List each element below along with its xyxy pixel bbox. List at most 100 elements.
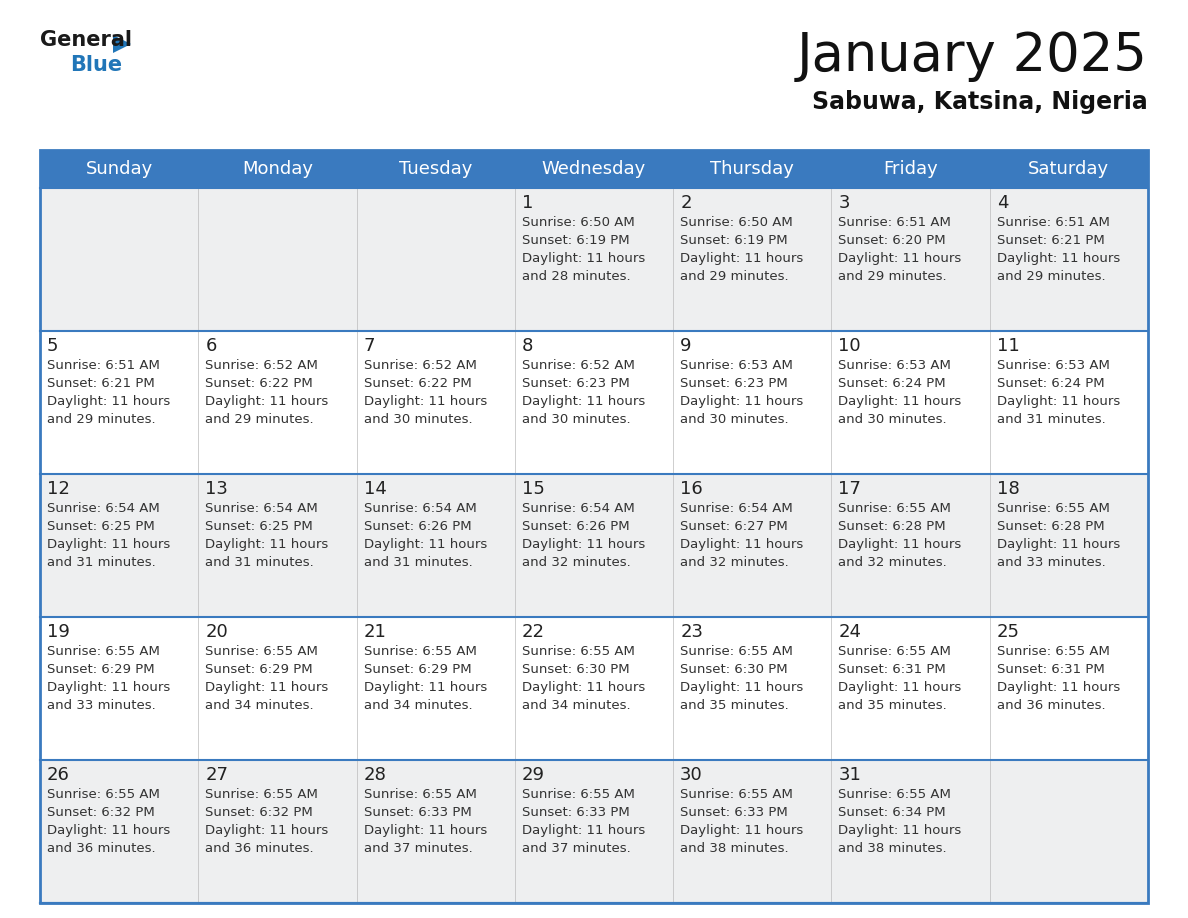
Text: Daylight: 11 hours: Daylight: 11 hours xyxy=(681,681,803,694)
Text: and 31 minutes.: and 31 minutes. xyxy=(206,556,314,569)
Text: and 32 minutes.: and 32 minutes. xyxy=(522,556,631,569)
Text: 27: 27 xyxy=(206,766,228,784)
Text: Sunset: 6:19 PM: Sunset: 6:19 PM xyxy=(681,234,788,247)
Text: Sunset: 6:21 PM: Sunset: 6:21 PM xyxy=(997,234,1105,247)
Text: Sunrise: 6:50 AM: Sunrise: 6:50 AM xyxy=(522,216,634,229)
Text: Sunset: 6:22 PM: Sunset: 6:22 PM xyxy=(364,377,472,390)
Text: and 33 minutes.: and 33 minutes. xyxy=(48,699,156,712)
Text: and 35 minutes.: and 35 minutes. xyxy=(681,699,789,712)
Text: Sunrise: 6:51 AM: Sunrise: 6:51 AM xyxy=(48,359,160,372)
Text: Sunrise: 6:54 AM: Sunrise: 6:54 AM xyxy=(681,502,792,515)
Text: Sabuwa, Katsina, Nigeria: Sabuwa, Katsina, Nigeria xyxy=(813,90,1148,114)
Text: and 31 minutes.: and 31 minutes. xyxy=(48,556,156,569)
Bar xyxy=(674,150,832,188)
Bar xyxy=(990,331,1148,474)
Text: Sunrise: 6:55 AM: Sunrise: 6:55 AM xyxy=(997,645,1110,658)
Text: and 32 minutes.: and 32 minutes. xyxy=(839,556,947,569)
Text: Sunset: 6:33 PM: Sunset: 6:33 PM xyxy=(364,806,472,819)
Text: 19: 19 xyxy=(48,623,70,641)
Text: Daylight: 11 hours: Daylight: 11 hours xyxy=(997,252,1120,265)
Text: 20: 20 xyxy=(206,623,228,641)
Text: Sunday: Sunday xyxy=(86,160,153,178)
Bar xyxy=(40,150,1148,903)
Text: Daylight: 11 hours: Daylight: 11 hours xyxy=(206,681,329,694)
Text: Sunset: 6:20 PM: Sunset: 6:20 PM xyxy=(839,234,946,247)
Text: 23: 23 xyxy=(681,623,703,641)
Text: and 37 minutes.: and 37 minutes. xyxy=(522,842,631,855)
Text: Daylight: 11 hours: Daylight: 11 hours xyxy=(522,252,645,265)
Bar xyxy=(514,188,674,331)
Text: and 33 minutes.: and 33 minutes. xyxy=(997,556,1106,569)
Text: and 30 minutes.: and 30 minutes. xyxy=(681,413,789,426)
Text: Sunset: 6:22 PM: Sunset: 6:22 PM xyxy=(206,377,312,390)
Text: Daylight: 11 hours: Daylight: 11 hours xyxy=(839,681,961,694)
Text: Daylight: 11 hours: Daylight: 11 hours xyxy=(839,824,961,837)
Text: Sunset: 6:31 PM: Sunset: 6:31 PM xyxy=(997,663,1105,676)
Text: January 2025: January 2025 xyxy=(797,30,1148,82)
Text: Daylight: 11 hours: Daylight: 11 hours xyxy=(364,395,487,408)
Text: 9: 9 xyxy=(681,337,691,355)
Bar xyxy=(514,474,674,617)
Bar xyxy=(990,760,1148,903)
Text: Sunset: 6:27 PM: Sunset: 6:27 PM xyxy=(681,520,788,533)
Bar xyxy=(40,188,198,331)
Text: Sunrise: 6:54 AM: Sunrise: 6:54 AM xyxy=(522,502,634,515)
Text: Sunrise: 6:53 AM: Sunrise: 6:53 AM xyxy=(997,359,1110,372)
Bar xyxy=(832,188,990,331)
Text: Sunset: 6:25 PM: Sunset: 6:25 PM xyxy=(48,520,154,533)
Text: Daylight: 11 hours: Daylight: 11 hours xyxy=(48,824,170,837)
Bar xyxy=(832,150,990,188)
Text: Daylight: 11 hours: Daylight: 11 hours xyxy=(48,395,170,408)
Text: and 30 minutes.: and 30 minutes. xyxy=(364,413,472,426)
Text: Sunset: 6:25 PM: Sunset: 6:25 PM xyxy=(206,520,312,533)
Text: Daylight: 11 hours: Daylight: 11 hours xyxy=(206,824,329,837)
Bar xyxy=(356,760,514,903)
Bar xyxy=(40,150,198,188)
Text: 24: 24 xyxy=(839,623,861,641)
Text: and 28 minutes.: and 28 minutes. xyxy=(522,270,631,283)
Text: and 34 minutes.: and 34 minutes. xyxy=(522,699,631,712)
Text: Sunrise: 6:54 AM: Sunrise: 6:54 AM xyxy=(364,502,476,515)
Text: Sunrise: 6:55 AM: Sunrise: 6:55 AM xyxy=(681,788,794,801)
Text: Friday: Friday xyxy=(883,160,939,178)
Text: and 34 minutes.: and 34 minutes. xyxy=(364,699,472,712)
Text: 4: 4 xyxy=(997,194,1009,212)
Text: Sunrise: 6:53 AM: Sunrise: 6:53 AM xyxy=(839,359,952,372)
Text: Sunset: 6:21 PM: Sunset: 6:21 PM xyxy=(48,377,154,390)
Text: and 37 minutes.: and 37 minutes. xyxy=(364,842,473,855)
Text: 31: 31 xyxy=(839,766,861,784)
Text: Daylight: 11 hours: Daylight: 11 hours xyxy=(997,681,1120,694)
Text: Sunrise: 6:55 AM: Sunrise: 6:55 AM xyxy=(364,788,476,801)
Text: Sunset: 6:32 PM: Sunset: 6:32 PM xyxy=(206,806,312,819)
Text: and 29 minutes.: and 29 minutes. xyxy=(48,413,156,426)
Text: 29: 29 xyxy=(522,766,545,784)
Text: Sunrise: 6:52 AM: Sunrise: 6:52 AM xyxy=(206,359,318,372)
Bar xyxy=(514,760,674,903)
Text: Daylight: 11 hours: Daylight: 11 hours xyxy=(364,538,487,551)
Text: Daylight: 11 hours: Daylight: 11 hours xyxy=(681,538,803,551)
Text: Sunrise: 6:51 AM: Sunrise: 6:51 AM xyxy=(839,216,952,229)
Text: Sunset: 6:33 PM: Sunset: 6:33 PM xyxy=(522,806,630,819)
Text: Sunrise: 6:55 AM: Sunrise: 6:55 AM xyxy=(997,502,1110,515)
Text: Daylight: 11 hours: Daylight: 11 hours xyxy=(522,538,645,551)
Text: and 35 minutes.: and 35 minutes. xyxy=(839,699,947,712)
Text: 10: 10 xyxy=(839,337,861,355)
Text: 6: 6 xyxy=(206,337,216,355)
Text: Sunrise: 6:55 AM: Sunrise: 6:55 AM xyxy=(681,645,794,658)
Text: 28: 28 xyxy=(364,766,386,784)
Text: Sunrise: 6:52 AM: Sunrise: 6:52 AM xyxy=(364,359,476,372)
Text: Sunset: 6:29 PM: Sunset: 6:29 PM xyxy=(206,663,312,676)
Bar xyxy=(674,331,832,474)
Text: 2: 2 xyxy=(681,194,691,212)
Text: 17: 17 xyxy=(839,480,861,498)
Bar xyxy=(990,188,1148,331)
Bar xyxy=(198,760,356,903)
Bar xyxy=(198,188,356,331)
Polygon shape xyxy=(113,35,131,53)
Text: 3: 3 xyxy=(839,194,849,212)
Text: Daylight: 11 hours: Daylight: 11 hours xyxy=(206,395,329,408)
Text: Daylight: 11 hours: Daylight: 11 hours xyxy=(522,824,645,837)
Bar xyxy=(832,617,990,760)
Bar xyxy=(198,474,356,617)
Text: Sunrise: 6:54 AM: Sunrise: 6:54 AM xyxy=(206,502,318,515)
